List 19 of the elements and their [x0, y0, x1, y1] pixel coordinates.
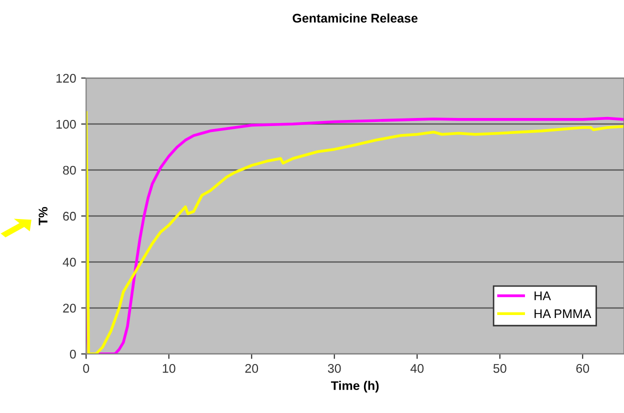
y-tick-label: 100 [56, 120, 76, 129]
x-tick-label: 30 [328, 364, 341, 373]
x-axis-title: Time (h) [331, 380, 379, 393]
y-tick-label: 20 [63, 304, 76, 313]
y-tick-label: 120 [56, 74, 76, 83]
legend-label: HA PMMA [534, 309, 592, 318]
x-tick-label: 10 [162, 364, 176, 373]
x-tick-label: 50 [493, 364, 506, 373]
y-axis-title: T% [38, 206, 48, 226]
chart-title: Gentamicine Release [292, 13, 418, 23]
legend-label: HA [534, 292, 551, 300]
x-tick-label: 20 [245, 364, 258, 373]
x-tick-label: 60 [576, 364, 590, 373]
x-tick-label: 0 [83, 364, 90, 373]
y-tick-label: 0 [70, 350, 76, 359]
y-tick-label: 80 [63, 166, 76, 175]
y-tick-label: 60 [63, 212, 76, 221]
x-tick-label: 40 [410, 364, 424, 373]
y-tick-label: 40 [62, 258, 76, 267]
